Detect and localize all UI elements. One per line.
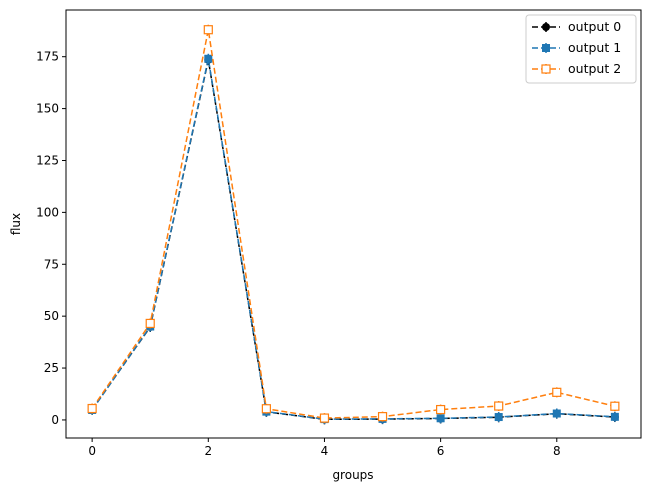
y-tick-label: 25 [44, 361, 59, 375]
legend-label: output 1 [568, 40, 621, 55]
data-point [610, 412, 619, 421]
y-axis-label: flux [9, 213, 23, 235]
series-line [91, 29, 616, 419]
y-tick-label: 50 [44, 309, 59, 323]
data-point [377, 412, 388, 422]
data-point [203, 25, 213, 35]
data-point [552, 387, 562, 397]
x-tick-label: 6 [437, 444, 445, 458]
x-axis: 0 2 4 6 8 [88, 438, 561, 458]
x-tick-label: 4 [321, 444, 329, 458]
series-2 [87, 24, 620, 424]
data-point [204, 54, 213, 63]
plot-frame [65, 9, 642, 439]
y-tick-label: 100 [36, 205, 59, 219]
data-point [319, 413, 330, 423]
y-tick-label: 0 [51, 413, 59, 427]
legend-label: output 0 [568, 19, 621, 34]
data-point [610, 401, 620, 411]
data-point [494, 401, 504, 411]
data-point [552, 409, 561, 418]
y-tick-label: 175 [36, 50, 59, 64]
y-tick-label: 150 [36, 102, 59, 116]
y-tick-label: 75 [44, 257, 59, 271]
data-point [261, 404, 271, 414]
plot-area [87, 24, 620, 425]
legend-item: output 2 [532, 61, 621, 76]
legend-item: output 0 [532, 19, 621, 34]
legend-marker [542, 44, 550, 52]
x-tick-label: 2 [204, 444, 212, 458]
legend-item: output 1 [532, 40, 621, 55]
data-point [436, 404, 446, 415]
x-axis-label: groups [332, 468, 373, 482]
x-tick-label: 0 [88, 444, 96, 458]
legend: output 0 output 1 output 2 [525, 14, 637, 84]
legend-label: output 2 [568, 61, 621, 76]
data-point [436, 414, 445, 423]
data-point [145, 318, 155, 329]
data-point [494, 413, 503, 422]
x-tick-label: 8 [553, 444, 561, 458]
y-axis: 0 25 50 75 100 125 150 175 [36, 50, 66, 427]
data-point [87, 403, 97, 414]
legend-marker [541, 64, 551, 74]
legend-marker [542, 23, 550, 31]
legend-box [525, 14, 637, 84]
y-tick-label: 125 [36, 153, 59, 167]
series-line [91, 58, 615, 420]
